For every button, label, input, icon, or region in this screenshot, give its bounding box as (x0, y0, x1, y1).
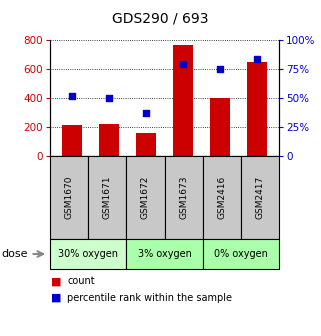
Text: 30% oxygen: 30% oxygen (58, 249, 118, 259)
Text: 0% oxygen: 0% oxygen (214, 249, 268, 259)
Text: ■: ■ (51, 276, 62, 286)
Bar (136, 133, 156, 156)
Point (255, 56, 260, 61)
Text: GSM1670: GSM1670 (65, 176, 74, 219)
Text: GSM1673: GSM1673 (179, 176, 188, 219)
Text: GSM1671: GSM1671 (103, 176, 112, 219)
Bar (247, 62, 267, 156)
Point (217, 67, 222, 72)
Text: percentile rank within the sample: percentile rank within the sample (67, 293, 232, 303)
Text: GSM2416: GSM2416 (217, 176, 226, 219)
Text: 3% oxygen: 3% oxygen (138, 249, 191, 259)
Point (107, 96, 112, 101)
Bar (62, 125, 82, 156)
Text: count: count (67, 276, 95, 286)
Point (180, 61, 186, 66)
Bar (210, 98, 230, 156)
Text: dose: dose (2, 249, 28, 259)
Bar (99, 124, 119, 156)
Text: ■: ■ (51, 293, 62, 303)
Point (69, 93, 74, 99)
Text: GSM2417: GSM2417 (256, 176, 265, 219)
Text: GSM1672: GSM1672 (141, 176, 150, 219)
Bar (173, 45, 193, 156)
Text: GDS290 / 693: GDS290 / 693 (112, 12, 209, 26)
Point (143, 111, 149, 116)
